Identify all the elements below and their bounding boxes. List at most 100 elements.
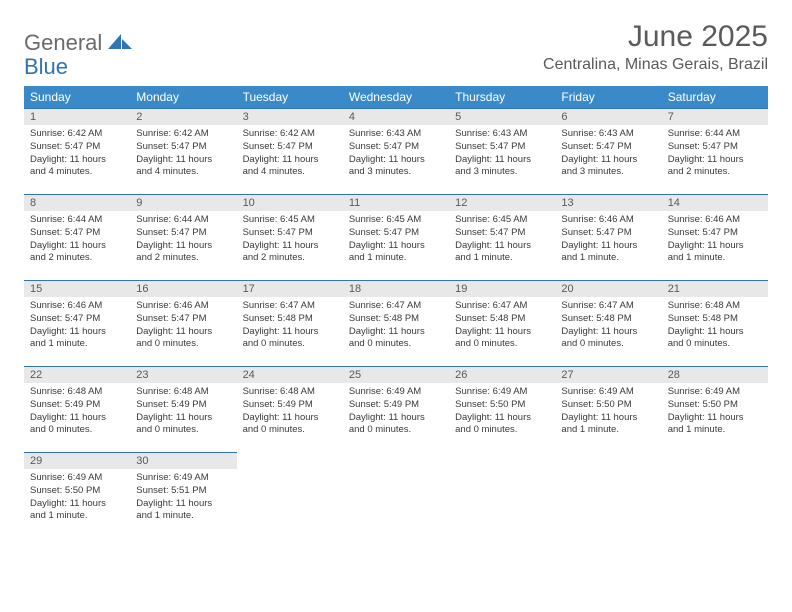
sunrise-text: Sunrise: 6:49 AM xyxy=(668,386,762,399)
sunset-text: Sunset: 5:48 PM xyxy=(561,313,655,326)
daylight-text: Daylight: 11 hours and 2 minutes. xyxy=(136,240,230,266)
day-details: Sunrise: 6:48 AMSunset: 5:49 PMDaylight:… xyxy=(130,383,236,441)
calendar-cell: 17Sunrise: 6:47 AMSunset: 5:48 PMDayligh… xyxy=(237,280,343,366)
brand-word1: General xyxy=(24,30,102,56)
brand-word2: Blue xyxy=(24,54,68,80)
weekday-header: Sunday xyxy=(24,86,130,108)
daylight-text: Daylight: 11 hours and 1 minute. xyxy=(668,412,762,438)
daylight-text: Daylight: 11 hours and 2 minutes. xyxy=(668,154,762,180)
day-number: 30 xyxy=(130,452,236,469)
weekday-header: Wednesday xyxy=(343,86,449,108)
calendar-cell: 23Sunrise: 6:48 AMSunset: 5:49 PMDayligh… xyxy=(130,366,236,452)
sunset-text: Sunset: 5:51 PM xyxy=(136,485,230,498)
sunrise-text: Sunrise: 6:46 AM xyxy=(30,300,124,313)
calendar-cell xyxy=(343,452,449,538)
sunrise-text: Sunrise: 6:48 AM xyxy=(30,386,124,399)
sunrise-text: Sunrise: 6:42 AM xyxy=(243,128,337,141)
daylight-text: Daylight: 11 hours and 0 minutes. xyxy=(349,412,443,438)
calendar-cell xyxy=(449,452,555,538)
day-details: Sunrise: 6:49 AMSunset: 5:51 PMDaylight:… xyxy=(130,469,236,527)
sunset-text: Sunset: 5:49 PM xyxy=(243,399,337,412)
day-details: Sunrise: 6:48 AMSunset: 5:49 PMDaylight:… xyxy=(24,383,130,441)
day-number: 28 xyxy=(662,366,768,383)
sunrise-text: Sunrise: 6:44 AM xyxy=(668,128,762,141)
daylight-text: Daylight: 11 hours and 4 minutes. xyxy=(243,154,337,180)
calendar-cell: 3Sunrise: 6:42 AMSunset: 5:47 PMDaylight… xyxy=(237,108,343,194)
day-number: 26 xyxy=(449,366,555,383)
day-details: Sunrise: 6:44 AMSunset: 5:47 PMDaylight:… xyxy=(24,211,130,269)
calendar-cell: 22Sunrise: 6:48 AMSunset: 5:49 PMDayligh… xyxy=(24,366,130,452)
calendar-cell: 15Sunrise: 6:46 AMSunset: 5:47 PMDayligh… xyxy=(24,280,130,366)
day-details: Sunrise: 6:49 AMSunset: 5:49 PMDaylight:… xyxy=(343,383,449,441)
sunrise-text: Sunrise: 6:43 AM xyxy=(561,128,655,141)
day-number: 12 xyxy=(449,194,555,211)
day-details: Sunrise: 6:42 AMSunset: 5:47 PMDaylight:… xyxy=(237,125,343,183)
sunset-text: Sunset: 5:47 PM xyxy=(30,141,124,154)
calendar-cell: 20Sunrise: 6:47 AMSunset: 5:48 PMDayligh… xyxy=(555,280,661,366)
sunrise-text: Sunrise: 6:44 AM xyxy=(30,214,124,227)
sunrise-text: Sunrise: 6:49 AM xyxy=(455,386,549,399)
day-number: 7 xyxy=(662,108,768,125)
daylight-text: Daylight: 11 hours and 0 minutes. xyxy=(349,326,443,352)
day-details: Sunrise: 6:48 AMSunset: 5:48 PMDaylight:… xyxy=(662,297,768,355)
calendar-cell: 5Sunrise: 6:43 AMSunset: 5:47 PMDaylight… xyxy=(449,108,555,194)
calendar-cell: 28Sunrise: 6:49 AMSunset: 5:50 PMDayligh… xyxy=(662,366,768,452)
sunset-text: Sunset: 5:48 PM xyxy=(243,313,337,326)
daylight-text: Daylight: 11 hours and 0 minutes. xyxy=(243,326,337,352)
day-number: 29 xyxy=(24,452,130,469)
weekday-header: Monday xyxy=(130,86,236,108)
sunrise-text: Sunrise: 6:43 AM xyxy=(349,128,443,141)
sunset-text: Sunset: 5:47 PM xyxy=(243,141,337,154)
calendar-cell xyxy=(662,452,768,538)
day-number: 4 xyxy=(343,108,449,125)
page-title: June 2025 xyxy=(543,20,768,54)
calendar-cell: 9Sunrise: 6:44 AMSunset: 5:47 PMDaylight… xyxy=(130,194,236,280)
day-details: Sunrise: 6:43 AMSunset: 5:47 PMDaylight:… xyxy=(343,125,449,183)
day-number: 20 xyxy=(555,280,661,297)
calendar-week: 29Sunrise: 6:49 AMSunset: 5:50 PMDayligh… xyxy=(24,452,768,538)
day-details: Sunrise: 6:42 AMSunset: 5:47 PMDaylight:… xyxy=(24,125,130,183)
sunset-text: Sunset: 5:47 PM xyxy=(243,227,337,240)
sunset-text: Sunset: 5:47 PM xyxy=(561,141,655,154)
sunrise-text: Sunrise: 6:43 AM xyxy=(455,128,549,141)
weekday-header: Thursday xyxy=(449,86,555,108)
daylight-text: Daylight: 11 hours and 1 minute. xyxy=(561,412,655,438)
calendar-cell: 27Sunrise: 6:49 AMSunset: 5:50 PMDayligh… xyxy=(555,366,661,452)
sunrise-text: Sunrise: 6:49 AM xyxy=(349,386,443,399)
sunset-text: Sunset: 5:47 PM xyxy=(136,227,230,240)
sunrise-text: Sunrise: 6:47 AM xyxy=(561,300,655,313)
daylight-text: Daylight: 11 hours and 0 minutes. xyxy=(243,412,337,438)
sunset-text: Sunset: 5:48 PM xyxy=(668,313,762,326)
calendar-cell: 8Sunrise: 6:44 AMSunset: 5:47 PMDaylight… xyxy=(24,194,130,280)
day-details: Sunrise: 6:44 AMSunset: 5:47 PMDaylight:… xyxy=(130,211,236,269)
daylight-text: Daylight: 11 hours and 1 minute. xyxy=(455,240,549,266)
sunset-text: Sunset: 5:49 PM xyxy=(30,399,124,412)
calendar-cell: 10Sunrise: 6:45 AMSunset: 5:47 PMDayligh… xyxy=(237,194,343,280)
sunrise-text: Sunrise: 6:46 AM xyxy=(136,300,230,313)
daylight-text: Daylight: 11 hours and 0 minutes. xyxy=(668,326,762,352)
sunrise-text: Sunrise: 6:48 AM xyxy=(243,386,337,399)
sunrise-text: Sunrise: 6:49 AM xyxy=(561,386,655,399)
sunset-text: Sunset: 5:48 PM xyxy=(349,313,443,326)
day-number: 1 xyxy=(24,108,130,125)
sunrise-text: Sunrise: 6:45 AM xyxy=(243,214,337,227)
calendar-cell: 19Sunrise: 6:47 AMSunset: 5:48 PMDayligh… xyxy=(449,280,555,366)
day-number: 15 xyxy=(24,280,130,297)
day-number: 14 xyxy=(662,194,768,211)
calendar-week: 15Sunrise: 6:46 AMSunset: 5:47 PMDayligh… xyxy=(24,280,768,366)
calendar-cell: 24Sunrise: 6:48 AMSunset: 5:49 PMDayligh… xyxy=(237,366,343,452)
weekday-header: Saturday xyxy=(662,86,768,108)
calendar-cell: 1Sunrise: 6:42 AMSunset: 5:47 PMDaylight… xyxy=(24,108,130,194)
location-text: Centralina, Minas Gerais, Brazil xyxy=(543,56,768,74)
sunset-text: Sunset: 5:48 PM xyxy=(455,313,549,326)
sunset-text: Sunset: 5:47 PM xyxy=(349,141,443,154)
daylight-text: Daylight: 11 hours and 1 minute. xyxy=(136,498,230,524)
daylight-text: Daylight: 11 hours and 1 minute. xyxy=(349,240,443,266)
daylight-text: Daylight: 11 hours and 3 minutes. xyxy=(455,154,549,180)
daylight-text: Daylight: 11 hours and 1 minute. xyxy=(668,240,762,266)
daylight-text: Daylight: 11 hours and 0 minutes. xyxy=(30,412,124,438)
daylight-text: Daylight: 11 hours and 3 minutes. xyxy=(349,154,443,180)
sunset-text: Sunset: 5:50 PM xyxy=(30,485,124,498)
weekday-header: Friday xyxy=(555,86,661,108)
calendar-week: 8Sunrise: 6:44 AMSunset: 5:47 PMDaylight… xyxy=(24,194,768,280)
